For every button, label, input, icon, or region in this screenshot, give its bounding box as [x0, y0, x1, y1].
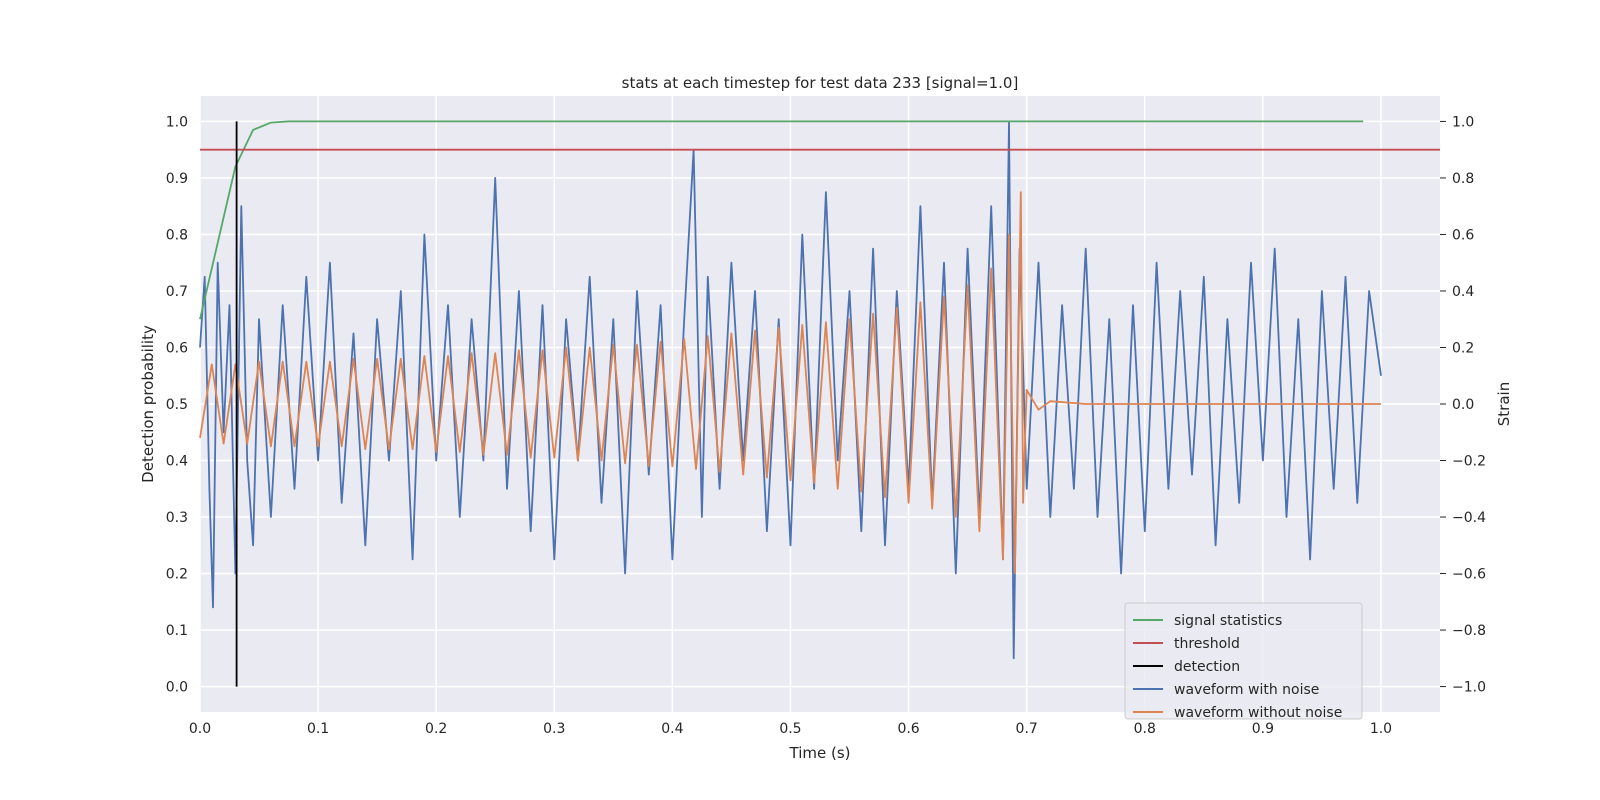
- series-layer: [199, 120, 1440, 687]
- x-tick-label: 0.6: [897, 721, 919, 737]
- y-tick-label: 0.6: [166, 340, 188, 356]
- y-right-tick-label: −0.4: [1452, 510, 1486, 526]
- y-tick-label: 0.7: [166, 284, 188, 300]
- legend-label: threshold: [1174, 636, 1240, 652]
- y-right-tick-label: −0.8: [1452, 623, 1486, 639]
- legend: signal statistics threshold detection wavef…: [1124, 602, 1363, 721]
- x-tick-label: 0.7: [1016, 721, 1038, 737]
- y-axis-ticks-right: −1.0 −0.8 −0.6 −0.4 −0.2 0.0 0.2 0.4 0.6 0.8 1.0: [1440, 114, 1486, 696]
- x-tick-label: 0.8: [1134, 721, 1156, 737]
- series-line-waveform-without-noise: [199, 191, 1381, 575]
- y-tick-label: 0.2: [166, 567, 188, 583]
- y-right-tick-label: 0.0: [1452, 397, 1474, 413]
- legend-label: waveform without noise: [1174, 705, 1342, 721]
- x-tick-label: 0.1: [307, 721, 329, 737]
- y-axis-label-right: Strain: [1495, 382, 1513, 426]
- x-axis-ticks: 0.0 0.1 0.2 0.3 0.4 0.5 0.6 0.7 0.8 0.9 1.0: [189, 721, 1392, 737]
- x-tick-label: 0.9: [1252, 721, 1274, 737]
- y-right-tick-label: 0.4: [1452, 284, 1474, 300]
- x-axis-label: Time (s): [789, 744, 851, 762]
- series-line-signal-statistics: [199, 120, 1364, 320]
- x-tick-label: 0.2: [425, 721, 447, 737]
- y-right-tick-label: 0.8: [1452, 171, 1474, 187]
- legend-label: waveform with noise: [1174, 682, 1319, 698]
- x-tick-label: 0.0: [189, 721, 211, 737]
- y-tick-label: 0.9: [166, 171, 188, 187]
- y-right-tick-label: 0.6: [1452, 227, 1474, 243]
- y-tick-label: 0.5: [166, 397, 188, 413]
- y-tick-label: 0.8: [166, 227, 188, 243]
- y-tick-label: 1.0: [166, 114, 188, 130]
- y-right-tick-label: 1.0: [1452, 114, 1474, 130]
- legend-label: signal statistics: [1174, 613, 1282, 629]
- x-tick-label: 1.0: [1370, 721, 1392, 737]
- y-tick-label: 0.1: [166, 623, 188, 639]
- y-tick-label: 0.4: [166, 454, 188, 470]
- x-tick-label: 0.3: [543, 721, 565, 737]
- y-right-tick-label: −0.6: [1452, 567, 1486, 583]
- y-right-tick-label: 0.2: [1452, 340, 1474, 356]
- y-right-tick-label: −1.0: [1452, 680, 1486, 696]
- x-tick-label: 0.5: [779, 721, 801, 737]
- legend-box: [1124, 602, 1363, 720]
- y-tick-label: 0.3: [166, 510, 188, 526]
- y-tick-label: 0.0: [166, 680, 188, 696]
- chart-title: stats at each timestep for test data 233…: [622, 74, 1019, 92]
- y-axis-label: Detection probability: [139, 325, 157, 483]
- y-axis-ticks-left: 0.0 0.1 0.2 0.3 0.4 0.5 0.6 0.7 0.8 0.9 1.0: [166, 114, 188, 695]
- legend-label: detection: [1174, 659, 1240, 675]
- x-tick-label: 0.4: [661, 721, 683, 737]
- y-right-tick-label: −0.2: [1452, 454, 1486, 470]
